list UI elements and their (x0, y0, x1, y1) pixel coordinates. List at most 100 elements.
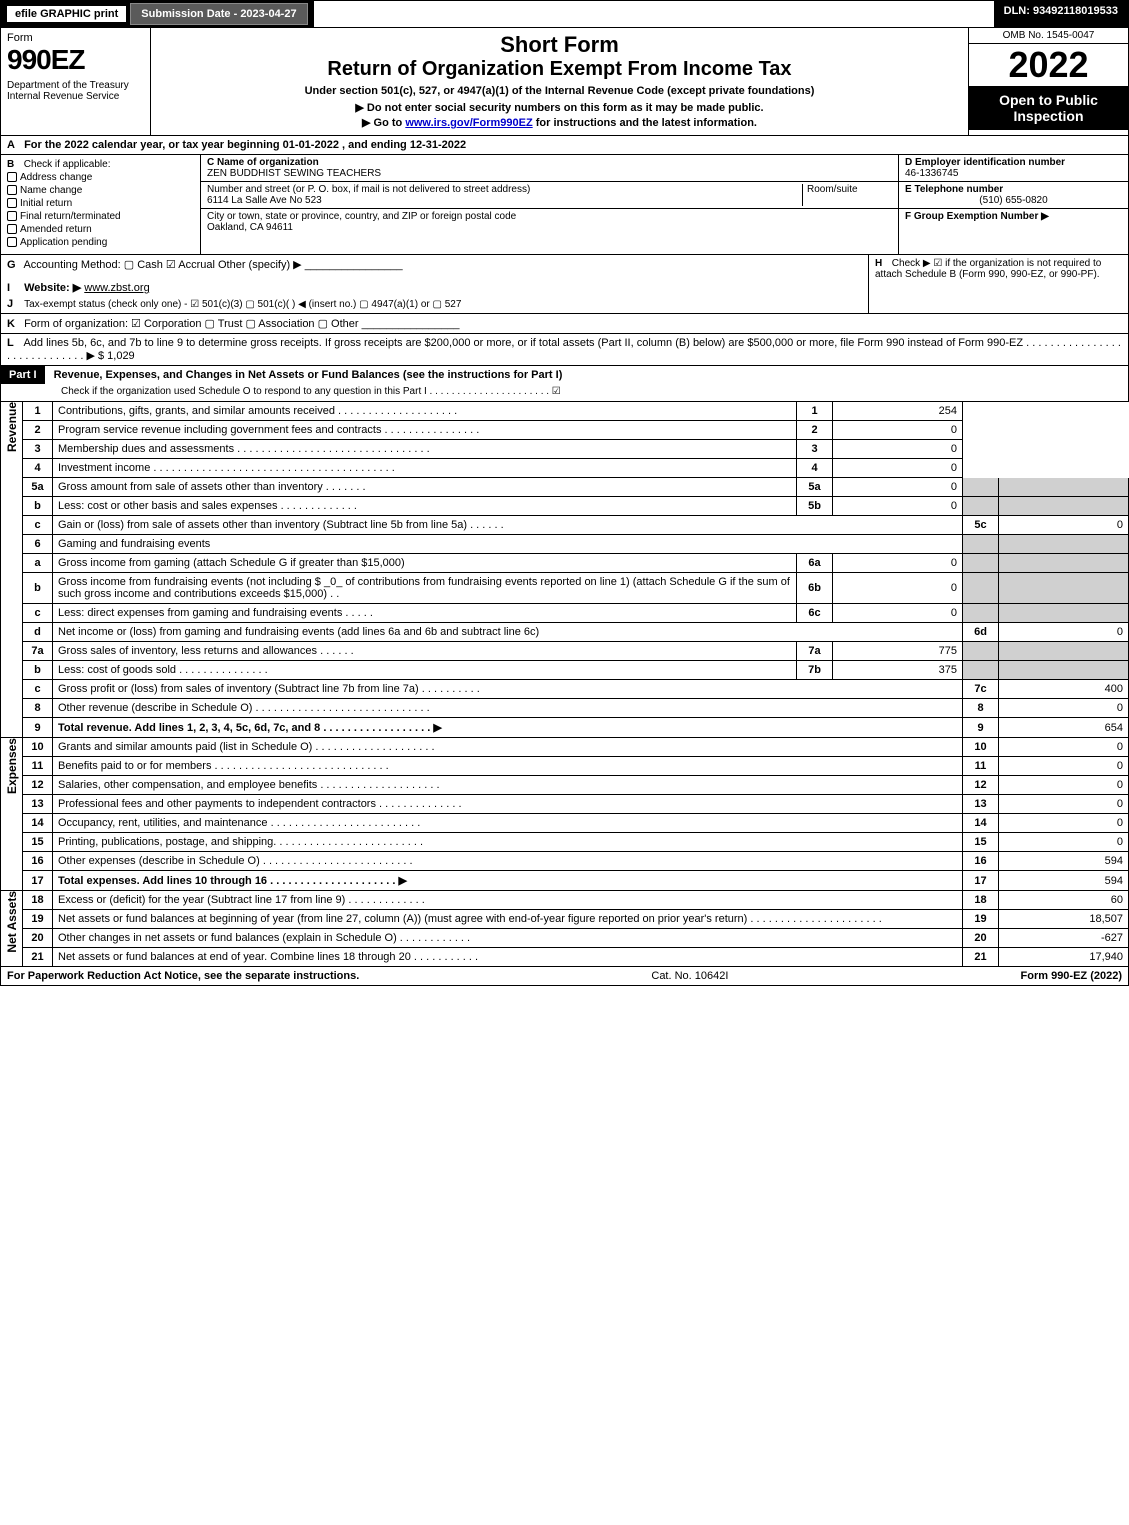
header-bar: efile GRAPHIC print Submission Date - 20… (0, 0, 1129, 28)
chk-amended[interactable]: Amended return (7, 224, 194, 235)
row-a: A For the 2022 calendar year, or tax yea… (0, 136, 1129, 155)
title-center: Short Form Return of Organization Exempt… (151, 28, 968, 135)
tel-label: E Telephone number (905, 184, 1003, 195)
footer-center: Cat. No. 10642I (651, 970, 728, 982)
letter-l: L (7, 337, 21, 349)
irs-link[interactable]: www.irs.gov/Form990EZ (405, 117, 532, 129)
footer: For Paperwork Reduction Act Notice, see … (0, 967, 1129, 986)
form-id-box: Form 990EZ Department of the Treasury In… (1, 28, 151, 135)
room-label: Room/suite (802, 184, 892, 206)
line-6a: aGross income from gaming (attach Schedu… (23, 554, 1129, 573)
line-13: 13Professional fees and other payments t… (23, 795, 1129, 814)
row-a-text: For the 2022 calendar year, or tax year … (24, 139, 466, 151)
addr-value: 6114 La Salle Ave No 523 (207, 195, 322, 206)
department: Department of the Treasury Internal Reve… (7, 80, 144, 102)
part-i-header: Part I Revenue, Expenses, and Changes in… (0, 366, 1129, 402)
line-21: 21Net assets or fund balances at end of … (23, 948, 1129, 967)
chk-initial-return[interactable]: Initial return (7, 198, 194, 209)
line-10: 10Grants and similar amounts paid (list … (23, 738, 1129, 757)
line-6b: bGross income from fundraising events (n… (23, 573, 1129, 604)
revenue-table: 1Contributions, gifts, grants, and simil… (22, 402, 1129, 738)
ein-value: 46-1336745 (905, 168, 958, 179)
letter-j: J (7, 298, 21, 310)
line-5c: cGain or (loss) from sale of assets othe… (23, 516, 1129, 535)
form-word: Form (7, 32, 144, 44)
grp-label: F Group Exemption Number ▶ (905, 211, 1049, 222)
side-expenses: Expenses (5, 738, 19, 794)
letter-h: H (875, 258, 889, 269)
website-value[interactable]: www.zbst.org (84, 282, 149, 294)
org-name: ZEN BUDDHIST SEWING TEACHERS (207, 168, 381, 179)
line-2: 2Program service revenue including gover… (23, 421, 1129, 440)
line-19: 19Net assets or fund balances at beginni… (23, 910, 1129, 929)
header-left: efile GRAPHIC print Submission Date - 20… (1, 1, 314, 27)
city-value: Oakland, CA 94611 (207, 222, 293, 233)
chk-name-change[interactable]: Name change (7, 185, 194, 196)
footer-left: For Paperwork Reduction Act Notice, see … (7, 970, 359, 982)
line-1: 1Contributions, gifts, grants, and simil… (23, 402, 1129, 421)
row-g-label: Accounting Method: (23, 259, 120, 271)
line-11: 11Benefits paid to or for members . . . … (23, 757, 1129, 776)
ein-cell: D Employer identification number 46-1336… (899, 155, 1128, 182)
row-h: H Check ▶ ☑ if the organization is not r… (868, 255, 1128, 313)
netassets-section: Net Assets 18Excess or (deficit) for the… (0, 891, 1129, 967)
chk-address-change[interactable]: Address change (7, 172, 194, 183)
org-name-label: C Name of organization (207, 157, 319, 168)
line-4: 4Investment income . . . . . . . . . . .… (23, 459, 1129, 478)
line-20: 20Other changes in net assets or fund ba… (23, 929, 1129, 948)
section-bcd: B Check if applicable: Address change Na… (0, 155, 1129, 255)
row-k: K Form of organization: ☑ Corporation ▢ … (0, 314, 1129, 334)
tel-value: (510) 655-0820 (905, 195, 1122, 206)
row-gh: G Accounting Method: ▢ Cash ☑ Accrual Ot… (0, 255, 1129, 314)
col-d: D Employer identification number 46-1336… (898, 155, 1128, 254)
line-6c: cLess: direct expenses from gaming and f… (23, 604, 1129, 623)
line-5b: bLess: cost or other basis and sales exp… (23, 497, 1129, 516)
line-3: 3Membership dues and assessments . . . .… (23, 440, 1129, 459)
line-14: 14Occupancy, rent, utilities, and mainte… (23, 814, 1129, 833)
col-b-label: Check if applicable: (24, 159, 111, 170)
line-16: 16Other expenses (describe in Schedule O… (23, 852, 1129, 871)
expenses-table: 10Grants and similar amounts paid (list … (22, 738, 1129, 891)
city-label: City or town, state or province, country… (207, 211, 516, 222)
goto-post: for instructions and the latest informat… (533, 117, 757, 129)
omb-number: OMB No. 1545-0047 (969, 28, 1128, 44)
form-number: 990EZ (7, 44, 144, 76)
under-section: Under section 501(c), 527, or 4947(a)(1)… (159, 85, 960, 97)
chk-final-return[interactable]: Final return/terminated (7, 211, 194, 222)
dln: DLN: 93492118019533 (994, 1, 1128, 27)
tax-year: 2022 (969, 44, 1128, 86)
line-9: 9Total revenue. Add lines 1, 2, 3, 4, 5c… (23, 718, 1129, 738)
letter-i: I (7, 282, 21, 294)
open-to-public: Open to Public Inspection (969, 86, 1128, 130)
line-6: 6Gaming and fundraising events (23, 535, 1129, 554)
line-18: 18Excess or (deficit) for the year (Subt… (23, 891, 1129, 910)
line-7c: cGross profit or (loss) from sales of in… (23, 680, 1129, 699)
row-g-opts: ▢ Cash ☑ Accrual Other (specify) ▶ (124, 259, 302, 271)
addr-label: Number and street (or P. O. box, if mail… (207, 184, 530, 195)
row-j-text: Tax-exempt status (check only one) - ☑ 5… (24, 299, 461, 310)
city-cell: City or town, state or province, country… (201, 209, 898, 235)
org-name-cell: C Name of organization ZEN BUDDHIST SEWI… (201, 155, 898, 182)
part-i-title: Revenue, Expenses, and Changes in Net As… (48, 366, 569, 384)
row-l: L Add lines 5b, 6c, and 7b to line 9 to … (0, 334, 1129, 366)
row-i-label: Website: ▶ (24, 282, 81, 294)
efile-label: efile GRAPHIC print (7, 6, 126, 22)
line-5a: 5aGross amount from sale of assets other… (23, 478, 1129, 497)
line-8: 8Other revenue (describe in Schedule O) … (23, 699, 1129, 718)
title-block: Form 990EZ Department of the Treasury In… (0, 28, 1129, 136)
chk-app-pending[interactable]: Application pending (7, 237, 194, 248)
part-i-bar: Part I (1, 366, 45, 384)
main-title: Return of Organization Exempt From Incom… (159, 58, 960, 81)
short-form-title: Short Form (159, 32, 960, 58)
goto-pre: ▶ Go to (362, 117, 405, 129)
part-i-sub: Check if the organization used Schedule … (1, 384, 1128, 401)
tel-cell: E Telephone number (510) 655-0820 (899, 182, 1128, 209)
letter-k: K (7, 318, 21, 330)
row-h-text: Check ▶ ☑ if the organization is not req… (875, 258, 1101, 280)
line-7b: bLess: cost of goods sold . . . . . . . … (23, 661, 1129, 680)
side-revenue: Revenue (5, 402, 19, 452)
letter-a: A (7, 139, 21, 151)
row-g-line: ________________ (305, 259, 403, 271)
netassets-table: 18Excess or (deficit) for the year (Subt… (22, 891, 1129, 967)
title-right: OMB No. 1545-0047 2022 Open to Public In… (968, 28, 1128, 135)
